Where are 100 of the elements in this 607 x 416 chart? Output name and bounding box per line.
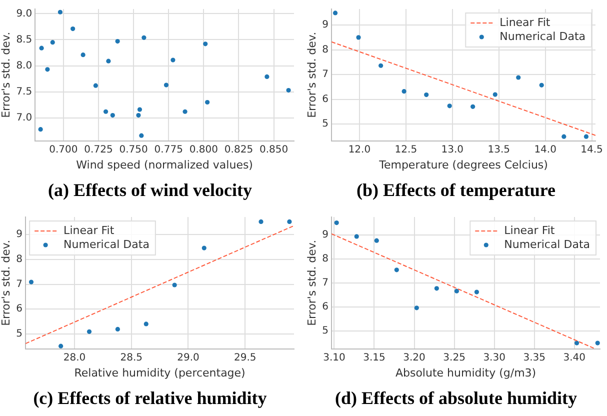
x-tick-label: 12.0: [348, 144, 371, 156]
point: [203, 42, 208, 46]
point: [374, 238, 379, 243]
point: [93, 83, 98, 88]
point: [136, 112, 141, 118]
legend-label: Linear Fit: [64, 224, 115, 237]
y-tick-label: 8.5: [16, 34, 32, 46]
y-tick-label: 6: [16, 304, 23, 315]
point: [492, 92, 498, 97]
point: [434, 286, 439, 291]
y-tick-label: 6: [322, 302, 329, 313]
point: [103, 109, 108, 114]
x-tick-label: 3.30: [483, 352, 506, 364]
x-tick-label: 13.5: [488, 144, 510, 156]
point: [356, 35, 361, 40]
y-tick-label: 7: [16, 278, 23, 290]
point: [202, 246, 206, 250]
x-axis-title: Temperature (degrees Celcius): [378, 158, 548, 172]
point: [258, 219, 264, 224]
x-tick-label: 3.10: [323, 352, 346, 364]
x-axis-title: Absolute humidity (g/m3): [395, 366, 536, 380]
legend-label: Numerical Data: [504, 238, 590, 251]
legend-label: Numerical Data: [500, 30, 586, 43]
x-tick-label: 14.0: [534, 144, 556, 156]
x-tick-label: 0.850: [259, 144, 288, 156]
point: [142, 35, 146, 40]
point: [287, 219, 292, 224]
x-tick-label: 29.5: [234, 352, 256, 364]
x-tick-label: 3.20: [403, 352, 426, 364]
point: [50, 40, 55, 45]
point: [264, 74, 270, 80]
y-axis-title: Error's std. dev.: [305, 32, 318, 118]
x-tick-label: 3.25: [443, 352, 466, 364]
point: [584, 134, 589, 139]
point: [139, 133, 144, 138]
point: [334, 220, 339, 226]
x-tick-label: 3.15: [363, 352, 386, 364]
y-tick-label: 7: [322, 69, 329, 80]
text: (d) Effects of absolute humidity: [334, 388, 578, 409]
x-tick-label: 0.800: [189, 144, 218, 156]
point: [106, 58, 111, 64]
point: [182, 109, 188, 114]
point: [454, 288, 459, 294]
text: (b) Effects of temperature: [355, 180, 557, 201]
point: [354, 234, 359, 239]
y-tick-label: 9: [16, 229, 23, 240]
x-axis-title: Wind speed (normalized values): [76, 158, 253, 172]
point: [170, 58, 176, 62]
y-tick-label: 7.5: [16, 86, 32, 98]
y-tick-label: 8: [322, 44, 329, 56]
point: [144, 322, 148, 326]
point: [28, 280, 34, 284]
x-tick-label: 0.750: [119, 144, 148, 156]
x-tick-label: 29.0: [177, 352, 200, 364]
y-tick-label: 5: [322, 326, 329, 337]
y-axis-title: Error's std. dev.: [0, 240, 12, 326]
y-tick-label: 6: [322, 94, 329, 105]
y-tick-label: 5: [16, 328, 23, 340]
x-tick-label: 0.700: [49, 144, 78, 156]
x-tick-label: 0.825: [224, 144, 254, 156]
point: [205, 100, 210, 105]
point: [402, 89, 406, 94]
x-tick-label: 12.5: [394, 144, 418, 156]
point: [172, 282, 177, 288]
x-axis-title: Relative humidity (percentage): [74, 366, 246, 380]
point: [562, 134, 566, 139]
point: [58, 10, 63, 14]
x-tick-label: 28.5: [120, 352, 142, 364]
point: [86, 329, 92, 334]
point: [110, 112, 115, 118]
y-tick-label: 7.0: [16, 112, 32, 124]
y-axis-title: Error's std. dev.: [0, 32, 12, 118]
point: [424, 92, 429, 98]
point: [80, 52, 86, 58]
point: [378, 63, 384, 68]
point: [474, 290, 480, 294]
point: [115, 39, 120, 44]
point: [38, 127, 43, 132]
point: [595, 340, 600, 346]
point: [45, 67, 50, 72]
point: [332, 10, 338, 16]
point: [70, 26, 76, 32]
point: [286, 88, 291, 93]
y-tick-label: 5: [322, 118, 329, 130]
y-tick-label: 8.0: [16, 60, 32, 72]
point: [58, 344, 64, 348]
point: [115, 326, 120, 332]
legend-label: Linear Fit: [500, 16, 551, 29]
point: [574, 340, 580, 346]
text: (a) Effects of wind velocity: [47, 180, 253, 201]
point: [164, 82, 169, 88]
text: (c) Effects of relative humidity: [32, 388, 268, 409]
x-tick-label: 14.5: [580, 144, 603, 156]
x-tick-label: 28.0: [63, 352, 86, 364]
legend-label: Linear Fit: [504, 224, 556, 237]
point: [39, 46, 44, 50]
y-tick-label: 9: [322, 20, 329, 31]
point: [516, 75, 521, 80]
y-axis-title: Error's std. dev.: [305, 240, 318, 326]
x-tick-label: 0.725: [84, 144, 113, 156]
